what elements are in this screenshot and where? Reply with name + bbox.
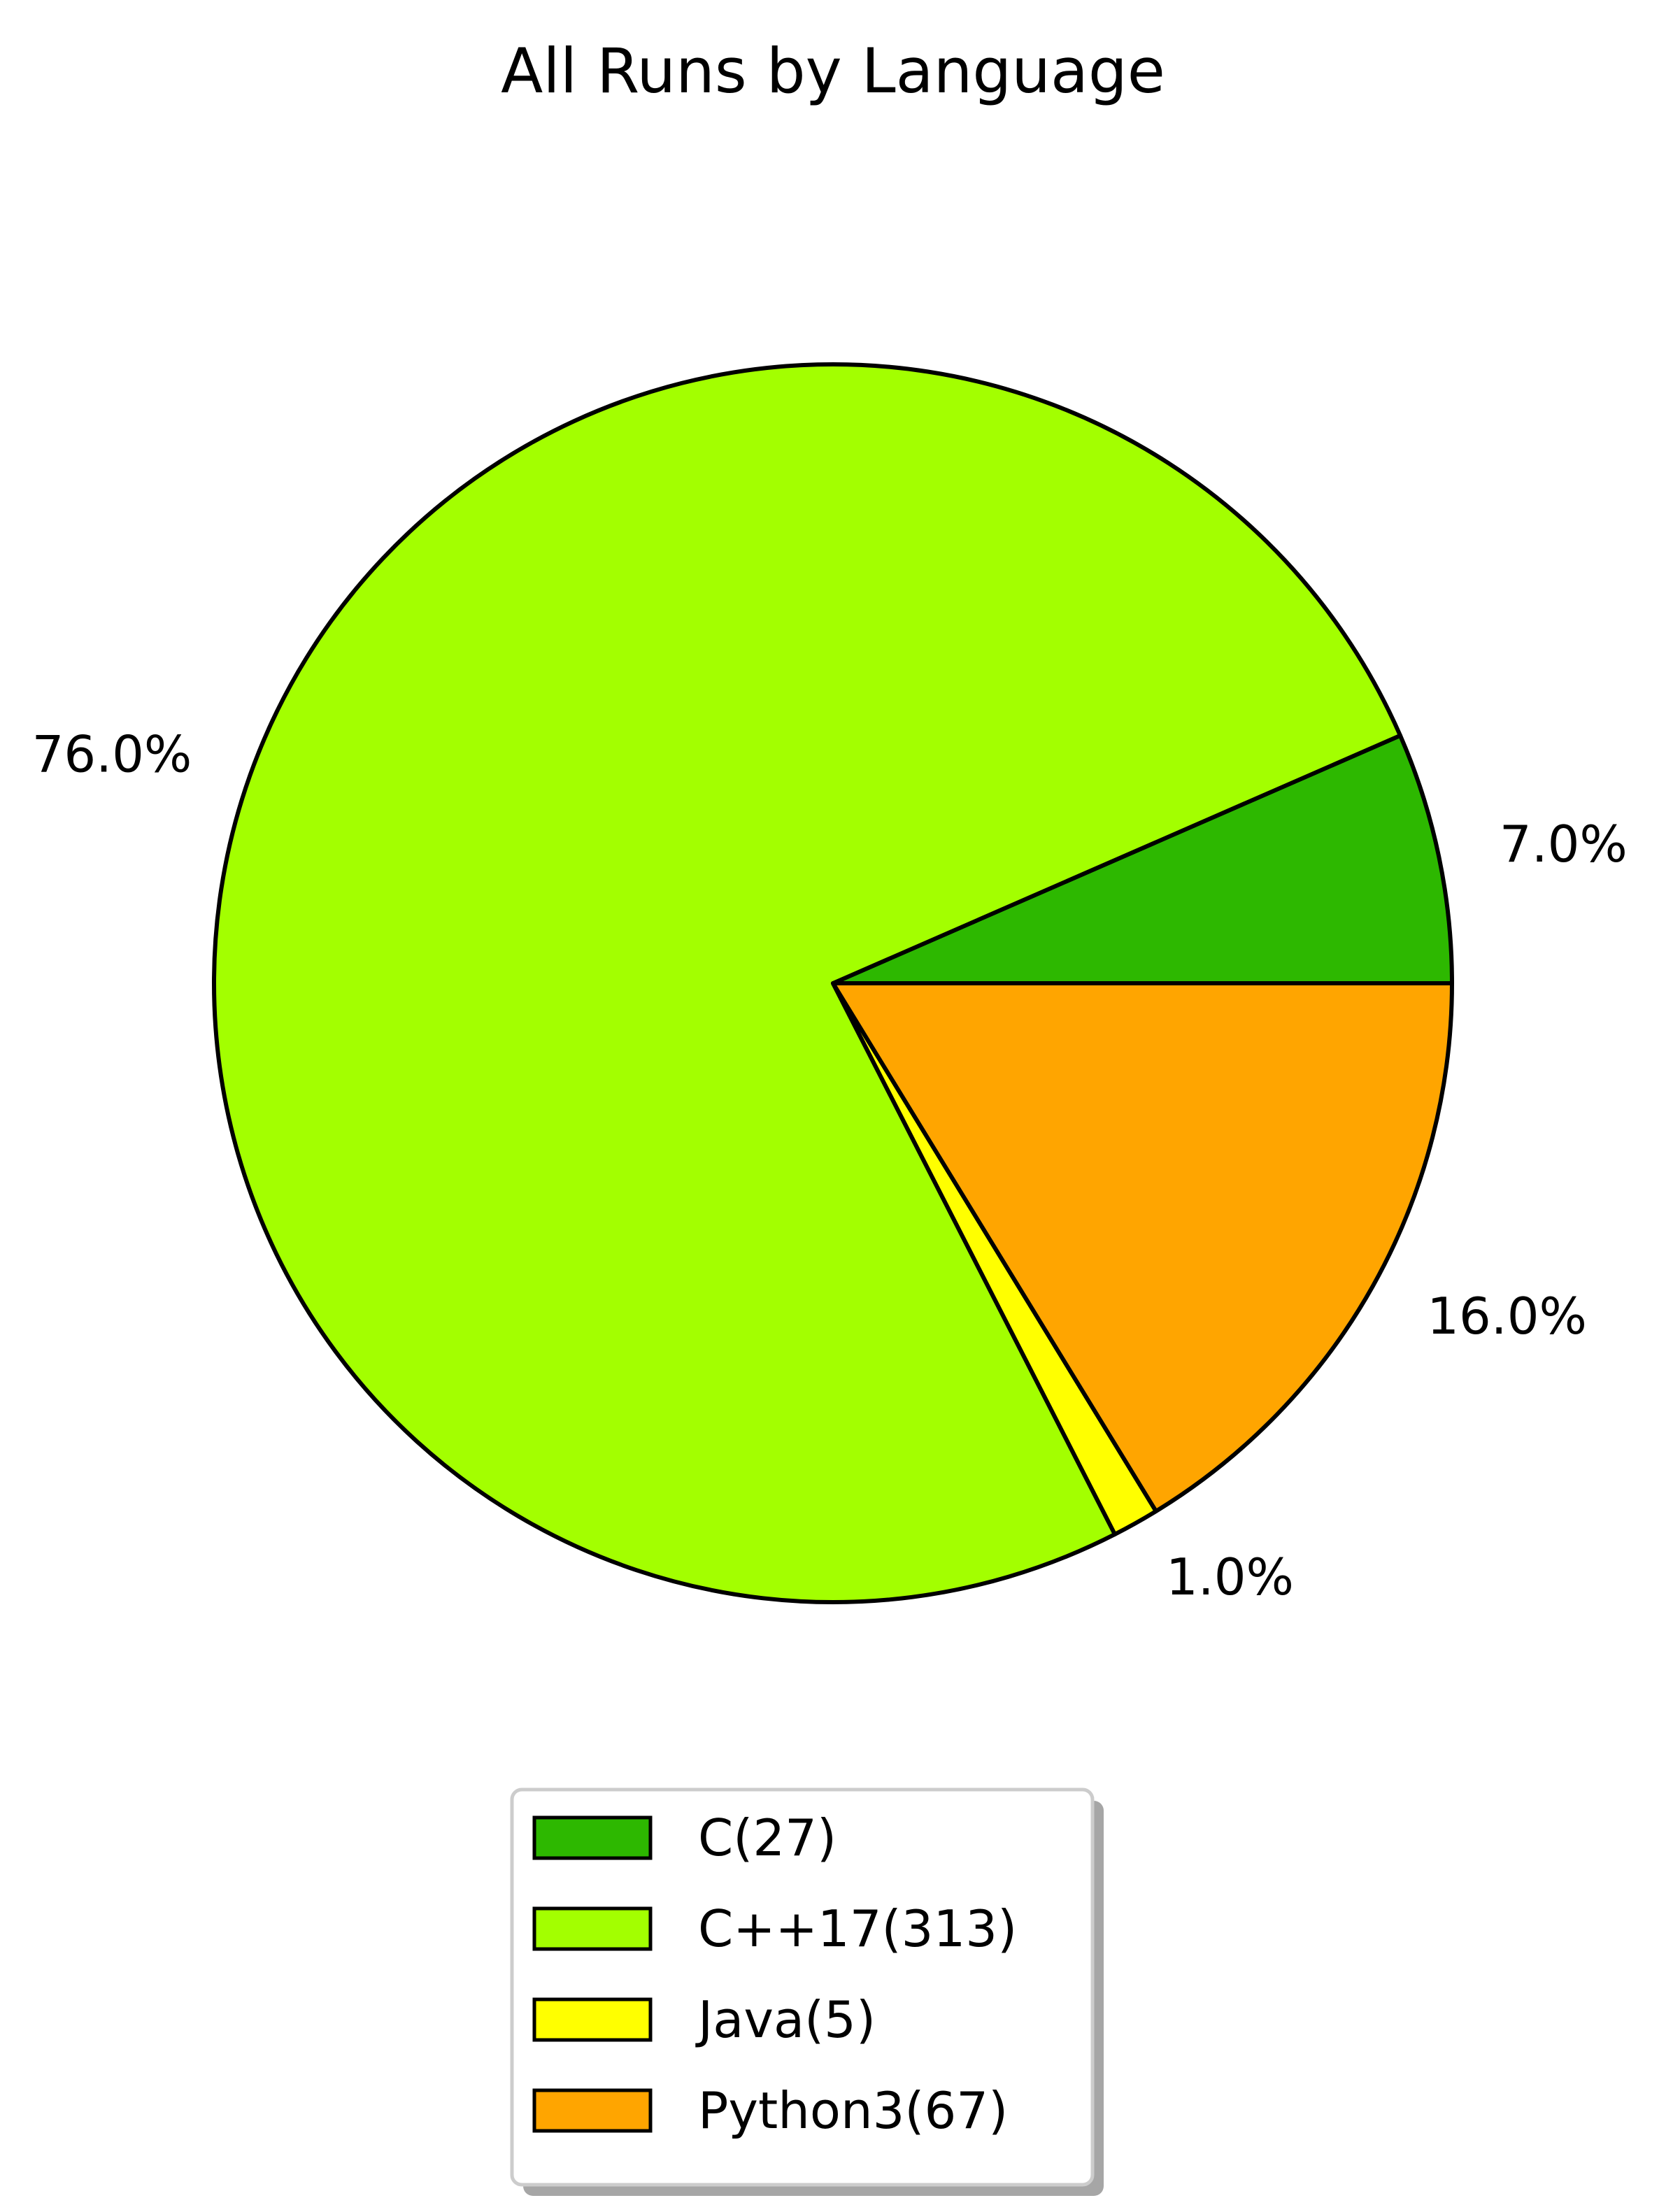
legend-swatch-2: [532, 1997, 653, 2042]
pie-slice-3: [831, 981, 1454, 1513]
legend-label-1: C++17(313): [698, 1899, 1017, 1958]
legend-label-3: Python3(67): [698, 2081, 1008, 2140]
percent-label-1: 76.0%: [32, 725, 192, 784]
legend: C(27) C++17(313) Java(5) Python3(67): [510, 1787, 1104, 2196]
legend-frame: [510, 1787, 1095, 2187]
percent-label-0: 7.0%: [1500, 815, 1628, 873]
legend-swatch-0: [532, 1815, 653, 1860]
percent-label-3: 16.0%: [1427, 1287, 1587, 1346]
pie-slice-1: [212, 362, 1403, 1604]
chart-title: All Runs by Language: [501, 35, 1165, 107]
percent-label-2: 1.0%: [1166, 1548, 1294, 1606]
legend-swatch-3: [532, 2088, 653, 2133]
legend-label-2: Java(5): [695, 1990, 876, 2049]
pie-slice-0: [831, 733, 1454, 985]
pie-slices: [212, 362, 1454, 1604]
legend-label-0: C(27): [698, 1808, 837, 1867]
percent-labels: 7.0% 76.0% 1.0% 16.0%: [32, 725, 1628, 1607]
legend-swatch-1: [532, 1906, 653, 1951]
legend-entries: C(27) C++17(313) Java(5) Python3(67): [532, 1808, 1017, 2140]
